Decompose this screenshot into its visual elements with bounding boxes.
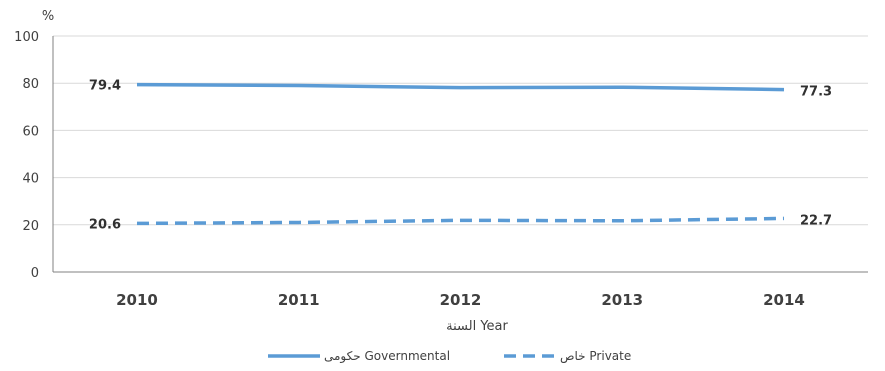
- series-line-0: [137, 85, 784, 90]
- y-unit-label: %: [42, 9, 54, 24]
- data-labels: 79.4 77.3 20.6 22.7: [89, 79, 832, 233]
- legend-label-1: خاص Private: [560, 349, 631, 364]
- y-tick-label: 80: [22, 77, 39, 92]
- x-tick-label-2013: 2013: [601, 291, 643, 309]
- x-tick-label-2014: 2014: [763, 291, 805, 309]
- gridlines: [53, 36, 868, 225]
- y-tick-label: 20: [22, 219, 39, 234]
- x-tick-label-2012: 2012: [440, 291, 482, 309]
- y-tick-label: 60: [22, 124, 39, 139]
- legend: حكومى Governmental خاص Private: [268, 349, 631, 364]
- y-tick-labels: 0 20 40 60 80 100: [14, 30, 39, 281]
- y-tick-label: 100: [14, 30, 39, 45]
- data-label-end: 77.3: [800, 85, 832, 100]
- x-tick-labels: 2010 2011 2012 2013 2014: [116, 291, 805, 309]
- x-axis-title: السنة Year: [446, 319, 508, 334]
- data-label-start: 79.4: [89, 79, 121, 94]
- y-tick-label: 40: [22, 172, 39, 187]
- legend-label-0: حكومى Governmental: [324, 349, 450, 364]
- series-lines: [137, 85, 784, 224]
- x-tick-label-2010: 2010: [116, 291, 158, 309]
- data-label-start: 20.6: [89, 217, 121, 232]
- axes: [53, 36, 868, 272]
- x-tick-label-2011: 2011: [278, 291, 320, 309]
- series-line-1: [137, 218, 784, 223]
- data-label-end: 22.7: [800, 213, 832, 228]
- y-tick-label: 0: [31, 266, 39, 281]
